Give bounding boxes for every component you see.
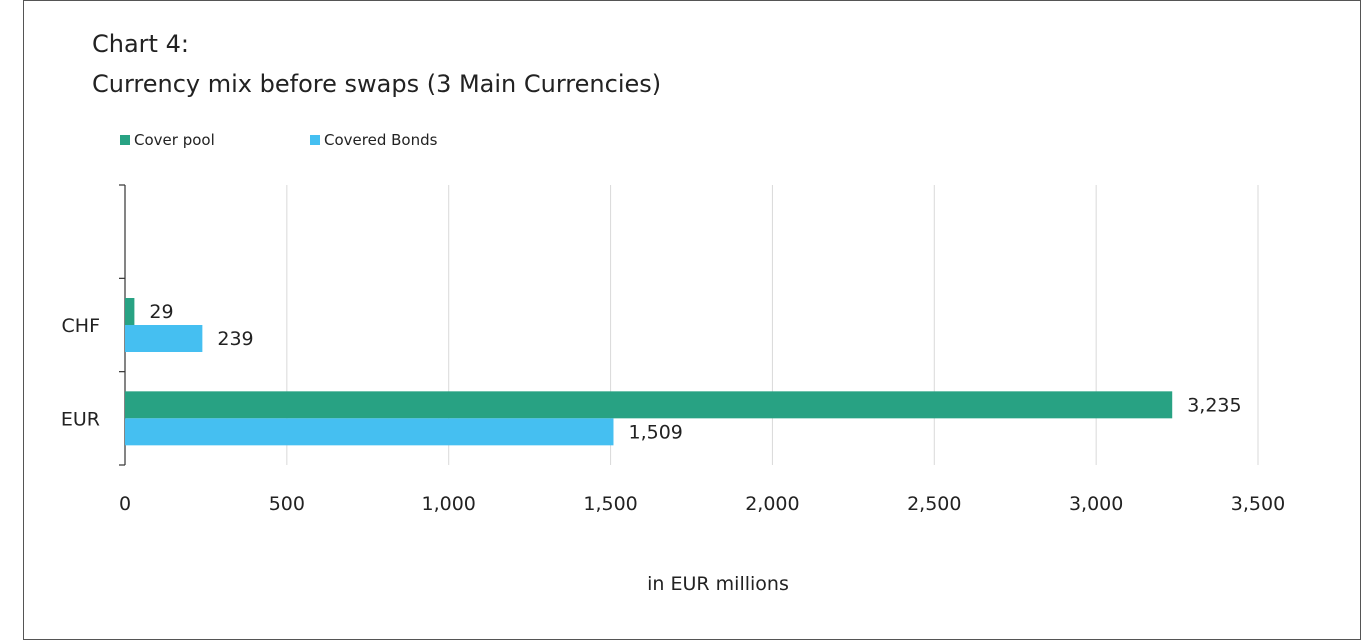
chart-title: Currency mix before swaps (3 Main Curren… <box>92 70 662 98</box>
x-tick-label: 3,500 <box>1231 493 1285 515</box>
legend-swatch-covered-bonds <box>310 135 320 145</box>
category-label: CHF <box>62 315 100 337</box>
data-label: 29 <box>149 301 173 323</box>
x-tick-label: 3,000 <box>1069 493 1123 515</box>
x-tick-label: 0 <box>119 493 131 515</box>
bar <box>125 418 614 446</box>
bar <box>125 325 203 352</box>
x-tick-label: 2,000 <box>745 493 799 515</box>
legend-label-cover-pool: Cover pool <box>134 131 215 149</box>
legend-item-cover-pool: Cover pool <box>120 131 215 149</box>
legend-swatch-cover-pool <box>120 135 130 145</box>
x-tick-label: 2,500 <box>907 493 961 515</box>
data-label: 3,235 <box>1187 394 1241 416</box>
category-label: EUR <box>61 408 100 430</box>
legend-item-covered-bonds: Covered Bonds <box>310 131 437 149</box>
x-tick-label: 500 <box>269 493 305 515</box>
bar <box>125 298 135 325</box>
x-tick-label: 1,000 <box>422 493 476 515</box>
chart-title-prefix: Chart 4: <box>92 30 189 58</box>
x-axis-label: in EUR millions <box>647 573 789 595</box>
x-tick-label: 1,500 <box>583 493 637 515</box>
data-label: 1,509 <box>628 421 682 443</box>
bar <box>125 391 1173 419</box>
legend-label-covered-bonds: Covered Bonds <box>324 131 438 149</box>
data-label: 239 <box>217 328 253 350</box>
